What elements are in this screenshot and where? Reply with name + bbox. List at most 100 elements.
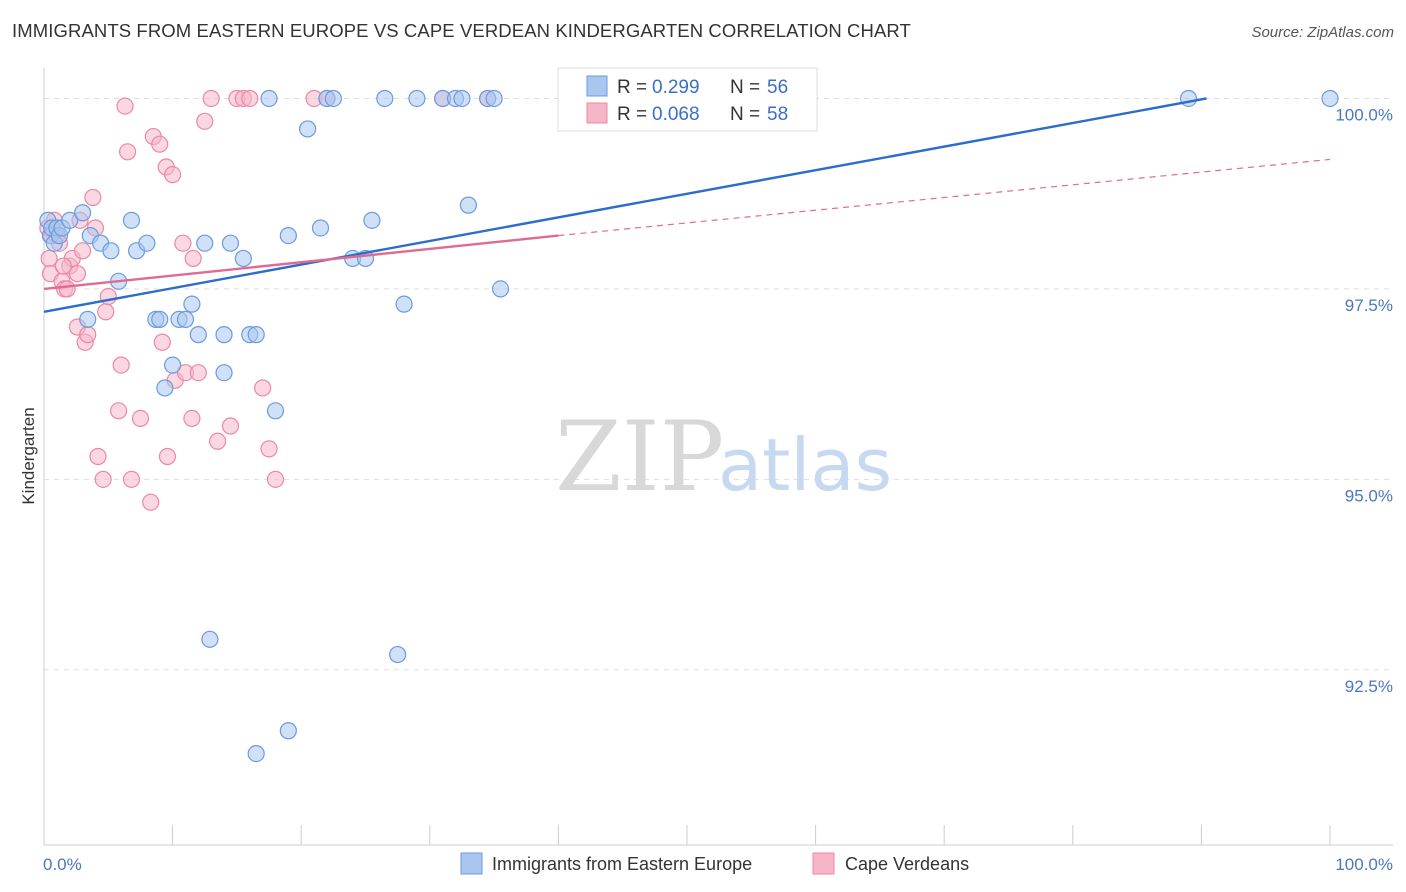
point-cape-verdeans xyxy=(142,493,160,511)
point-eastern-europe xyxy=(459,196,477,214)
point-eastern-europe xyxy=(279,226,297,245)
point-cape-verdeans xyxy=(84,188,102,207)
point-cape-verdeans xyxy=(131,409,150,428)
watermark-atlas: atlas xyxy=(718,423,892,507)
watermark-zip: ZIP xyxy=(555,401,724,513)
point-cape-verdeans xyxy=(189,364,207,382)
y-tick-label: 92.5% xyxy=(1345,677,1393,696)
point-cape-verdeans xyxy=(97,303,115,321)
gridlines xyxy=(44,97,1393,671)
legend-r-value-pink: 0.068 xyxy=(652,104,700,125)
point-eastern-europe xyxy=(299,120,317,138)
legend-swatch-pink xyxy=(586,102,608,124)
point-cape-verdeans xyxy=(158,447,177,466)
point-eastern-europe xyxy=(234,249,252,268)
y-tick-label: 95.0% xyxy=(1345,486,1393,505)
point-eastern-europe xyxy=(408,89,426,108)
point-eastern-europe xyxy=(122,211,141,229)
legend-r-label-blue: R = xyxy=(617,77,647,98)
point-eastern-europe xyxy=(189,326,207,344)
point-eastern-europe xyxy=(324,89,342,108)
legend-swatch-cape-verdeans xyxy=(812,852,835,875)
point-cape-verdeans xyxy=(89,447,107,466)
point-cape-verdeans xyxy=(221,417,240,435)
point-cape-verdeans xyxy=(151,135,169,153)
point-eastern-europe xyxy=(196,234,214,252)
point-cape-verdeans xyxy=(112,356,130,374)
point-eastern-europe xyxy=(485,89,503,108)
point-eastern-europe xyxy=(138,234,156,252)
point-cape-verdeans xyxy=(183,409,201,428)
point-cape-verdeans xyxy=(109,402,128,420)
axes xyxy=(43,68,1393,846)
legend-n-label-blue: N = xyxy=(730,77,760,98)
point-eastern-europe xyxy=(201,630,219,648)
y-axis-title: Kindergarten xyxy=(19,407,38,504)
series-legend: Immigrants from Eastern Europe Cape Verd… xyxy=(460,852,969,875)
point-cape-verdeans xyxy=(254,379,272,397)
legend-r-value-blue: 0.299 xyxy=(652,77,700,98)
point-cape-verdeans xyxy=(209,432,227,450)
point-cape-verdeans xyxy=(40,249,58,268)
point-cape-verdeans xyxy=(68,265,87,283)
point-eastern-europe xyxy=(215,326,233,344)
point-cape-verdeans xyxy=(202,89,220,108)
chart-title: IMMIGRANTS FROM EASTERN EUROPE VS CAPE V… xyxy=(12,20,911,41)
legend-n-label-pink: N = xyxy=(730,104,760,125)
x-tick-label-min: 0.0% xyxy=(43,855,82,874)
point-cape-verdeans xyxy=(54,257,72,275)
trend-lines xyxy=(43,97,1331,313)
point-cape-verdeans xyxy=(196,112,214,130)
legend-label-eastern-europe: Immigrants from Eastern Europe xyxy=(492,854,752,874)
legend-n-value-pink: 58 xyxy=(767,104,788,125)
point-eastern-europe xyxy=(156,379,174,397)
point-eastern-europe xyxy=(266,402,285,420)
point-eastern-europe xyxy=(73,204,92,222)
point-cape-verdeans xyxy=(116,97,134,115)
point-eastern-europe xyxy=(453,89,471,108)
point-eastern-europe xyxy=(183,295,201,313)
point-eastern-europe xyxy=(102,242,120,260)
legend-swatch-eastern-europe xyxy=(460,852,483,875)
point-eastern-europe xyxy=(389,645,407,664)
legend-n-value-blue: 56 xyxy=(767,77,788,98)
point-eastern-europe xyxy=(247,744,265,763)
y-tick-label: 97.5% xyxy=(1345,296,1393,315)
point-cape-verdeans xyxy=(118,143,137,161)
point-eastern-europe xyxy=(395,295,413,313)
point-eastern-europe xyxy=(260,89,278,108)
point-eastern-europe xyxy=(376,89,394,108)
point-eastern-europe xyxy=(279,722,297,740)
source-label: Source: ZipAtlas.com xyxy=(1251,24,1394,41)
point-eastern-europe xyxy=(176,310,195,328)
point-cape-verdeans xyxy=(79,326,97,344)
point-cape-verdeans xyxy=(94,470,112,488)
point-eastern-europe xyxy=(491,280,510,298)
point-cape-verdeans xyxy=(184,249,202,268)
point-cape-verdeans xyxy=(260,440,278,458)
legend-label-cape-verdeans: Cape Verdeans xyxy=(845,854,969,874)
point-eastern-europe xyxy=(311,219,330,237)
point-cape-verdeans xyxy=(73,242,92,260)
point-cape-verdeans xyxy=(164,166,182,184)
trend-line-pink xyxy=(43,234,559,291)
point-eastern-europe xyxy=(1179,89,1198,108)
point-eastern-europe xyxy=(61,211,79,229)
point-cape-verdeans xyxy=(153,333,171,351)
legend-swatch-blue xyxy=(586,75,608,97)
y-tick-label: 100.0% xyxy=(1335,105,1393,124)
trend-line-extension-pink xyxy=(558,158,1331,237)
point-eastern-europe xyxy=(363,211,381,229)
point-eastern-europe xyxy=(151,310,169,328)
point-eastern-europe xyxy=(1321,89,1339,108)
series-eastern-europe-points xyxy=(39,89,1339,763)
point-eastern-europe xyxy=(247,326,265,344)
point-cape-verdeans xyxy=(122,470,141,488)
point-eastern-europe xyxy=(215,364,233,382)
point-cape-verdeans xyxy=(266,470,285,488)
point-eastern-europe xyxy=(221,234,240,252)
watermark: ZIP atlas xyxy=(555,401,892,513)
point-cape-verdeans xyxy=(241,89,259,108)
point-cape-verdeans xyxy=(174,234,192,252)
